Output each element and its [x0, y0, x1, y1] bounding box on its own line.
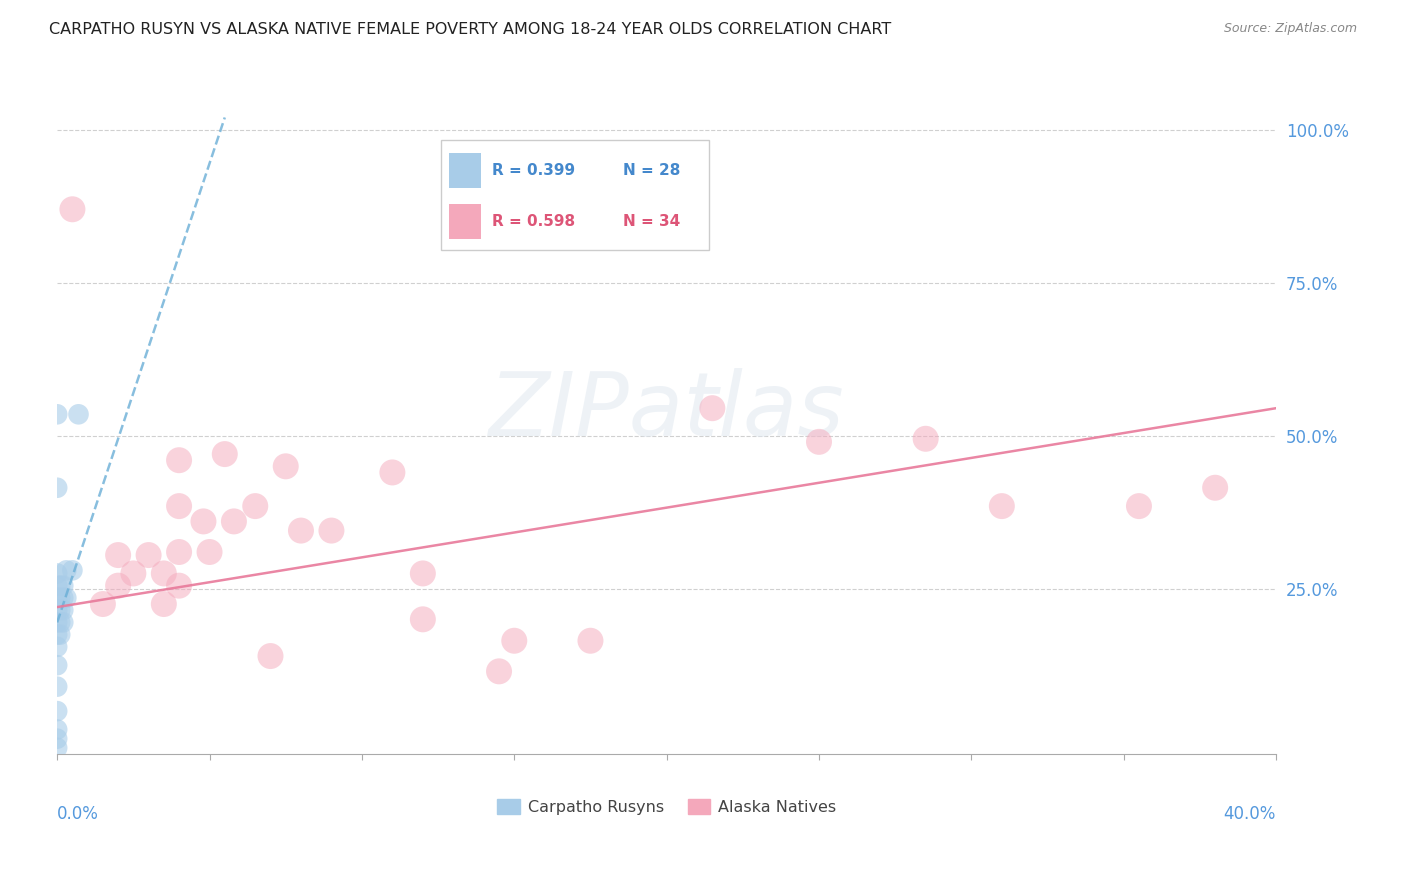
Point [52, 579, 75, 593]
Point [52, 591, 75, 605]
Point [46, 627, 69, 641]
Point [107, 548, 129, 562]
Point [503, 633, 526, 648]
Point [274, 459, 297, 474]
Point [67, 407, 90, 421]
Point [167, 545, 190, 559]
Point [62, 563, 84, 577]
Point [245, 499, 267, 513]
Point [914, 432, 936, 446]
Point [138, 548, 160, 562]
Point [412, 566, 434, 581]
Point [46, 579, 69, 593]
Point [46, 640, 69, 654]
Point [214, 447, 236, 461]
Point [1204, 481, 1226, 495]
Point [49, 603, 72, 617]
Point [321, 524, 343, 538]
Text: Source: ZipAtlas.com: Source: ZipAtlas.com [1223, 22, 1357, 36]
Point [46, 481, 69, 495]
Point [702, 401, 724, 416]
Point [412, 612, 434, 626]
Point [1128, 499, 1150, 513]
Point [167, 499, 190, 513]
Point [46, 740, 69, 755]
Point [290, 524, 312, 538]
Text: 40.0%: 40.0% [1223, 805, 1277, 823]
Point [579, 633, 602, 648]
Point [46, 591, 69, 605]
Point [55, 591, 77, 605]
Point [381, 466, 404, 480]
Point [49, 591, 72, 605]
Text: CARPATHO RUSYN VS ALASKA NATIVE FEMALE POVERTY AMONG 18-24 YEAR OLDS CORRELATION: CARPATHO RUSYN VS ALASKA NATIVE FEMALE P… [49, 22, 891, 37]
Point [46, 615, 69, 630]
Point [46, 658, 69, 673]
Point [259, 648, 281, 663]
Point [49, 627, 72, 641]
Point [153, 566, 176, 581]
Legend: Carpatho Rusyns, Alaska Natives: Carpatho Rusyns, Alaska Natives [491, 792, 842, 822]
Point [62, 202, 84, 217]
Text: ZIPatlas: ZIPatlas [489, 368, 845, 454]
Point [488, 665, 510, 679]
Point [46, 731, 69, 746]
Point [46, 704, 69, 718]
Point [52, 615, 75, 630]
Point [153, 597, 176, 611]
Point [46, 407, 69, 421]
Point [46, 566, 69, 581]
Point [193, 515, 215, 529]
Point [46, 723, 69, 737]
Point [52, 603, 75, 617]
Point [122, 566, 145, 581]
Point [991, 499, 1014, 513]
Point [167, 453, 190, 467]
Point [55, 563, 77, 577]
Point [46, 680, 69, 694]
Point [198, 545, 221, 559]
Point [167, 579, 190, 593]
Point [46, 603, 69, 617]
Point [91, 597, 114, 611]
Point [808, 434, 831, 449]
Point [49, 615, 72, 630]
Point [49, 579, 72, 593]
Point [222, 515, 245, 529]
Point [107, 579, 129, 593]
Text: 0.0%: 0.0% [58, 805, 98, 823]
